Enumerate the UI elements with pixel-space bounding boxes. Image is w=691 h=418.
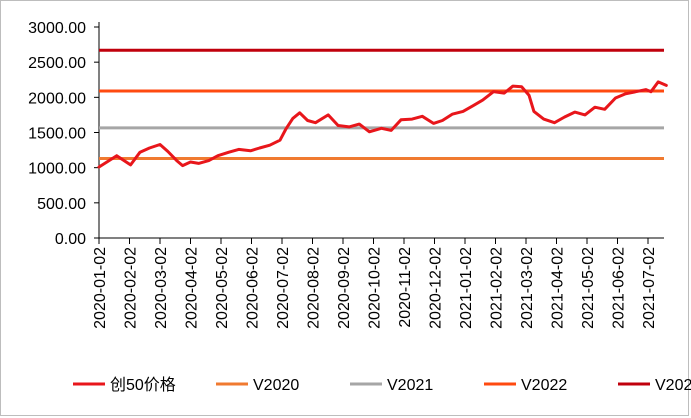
axes (94, 22, 664, 239)
legend-label: V2022 (521, 377, 567, 394)
y-tick-label: 1500.00 (28, 126, 86, 143)
y-tick-label: 0.00 (55, 231, 86, 248)
x-tick-label: 2020-07-02 (275, 247, 292, 329)
x-tick-label: 2021-07-02 (641, 247, 658, 329)
x-tick-label: 2020-04-02 (184, 247, 201, 329)
series-layer (97, 48, 668, 169)
y-tick-label: 1000.00 (28, 161, 86, 178)
y-axis-ticks: 0.00 500.00 1000.00 1500.00 2000.00 2500.00 30… (28, 20, 86, 248)
x-tick-label: 2020-06-02 (245, 247, 262, 329)
series-line-price (97, 80, 668, 169)
x-tick-label: 2021-02-02 (489, 247, 506, 329)
x-tick-label: 2021-01-02 (458, 247, 475, 329)
y-tick-label: 2500.00 (28, 55, 86, 72)
x-tick-label: 2020-10-02 (367, 247, 384, 329)
x-tick-label: 2020-11-02 (397, 247, 414, 328)
legend-label: V2020 (253, 377, 299, 394)
legend: 创50价格 V2020 V2021 V2022 V2023 (73, 376, 691, 394)
x-tick-label: 2021-03-02 (519, 247, 536, 329)
x-tick-label: 2020-09-02 (336, 247, 353, 329)
y-tick-label: 500.00 (37, 196, 86, 213)
x-tick-label: 2020-02-02 (123, 247, 140, 329)
x-tick-label: 2020-12-02 (428, 247, 445, 329)
legend-label: 创50价格 (110, 376, 176, 394)
legend-label: V2021 (387, 377, 433, 394)
x-tick-label: 2020-08-02 (306, 247, 323, 329)
x-tick-label: 2021-05-02 (580, 247, 597, 329)
y-tick-label: 3000.00 (28, 20, 86, 37)
y-tick-label: 2000.00 (28, 90, 86, 107)
x-tick-label: 2020-03-02 (153, 247, 170, 329)
x-axis-ticks: 2020-01-02 2020-02-02 2020-03-02 2020-04-02… (92, 238, 658, 329)
x-tick-label: 2020-05-02 (214, 247, 231, 329)
x-tick-label: 2021-04-02 (550, 247, 567, 329)
legend-label: V2023 (655, 377, 691, 394)
x-tick-label: 2021-06-02 (611, 247, 628, 329)
x-tick-label: 2020-01-02 (92, 247, 109, 329)
